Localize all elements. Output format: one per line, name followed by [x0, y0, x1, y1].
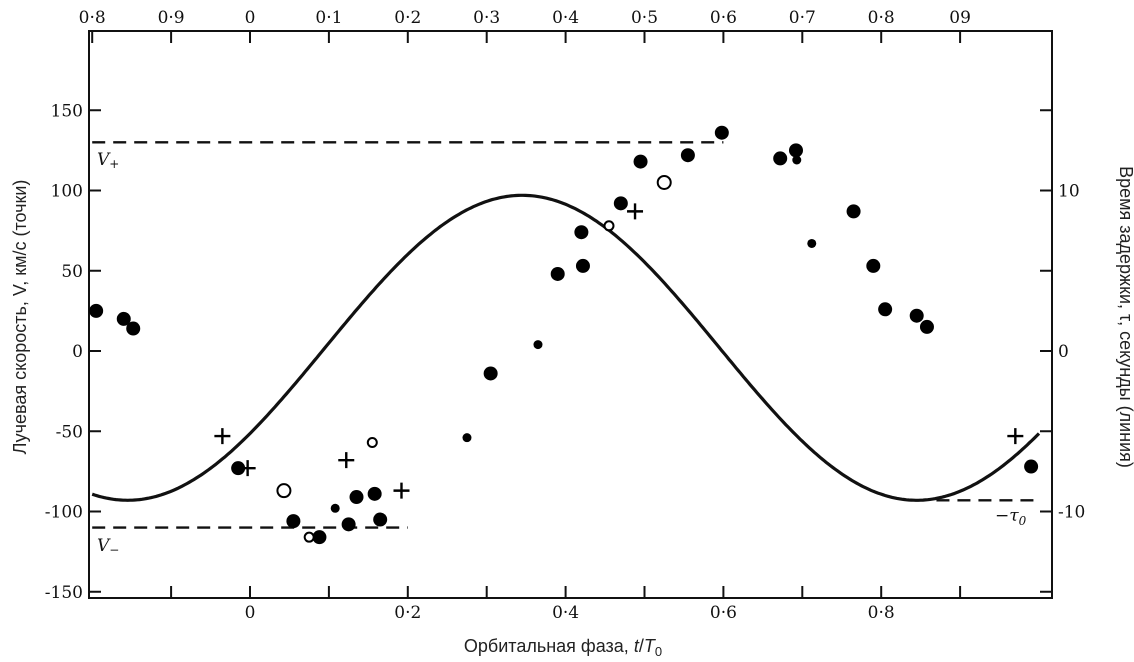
bottom-tick-label: 0·4: [552, 603, 579, 623]
v-minus-label: V−: [97, 536, 119, 557]
velocity-point-large: [613, 196, 628, 211]
velocity-point-large: [231, 461, 246, 476]
top-tick-label: 0·2: [394, 8, 421, 28]
left-tick-label: 0: [72, 342, 83, 362]
velocity-point-open: [303, 531, 315, 543]
velocity-point-small: [330, 503, 340, 513]
velocity-point-open: [276, 483, 292, 499]
velocity-point-large: [550, 266, 565, 281]
left-tick-label: -150: [45, 583, 83, 603]
velocity-point-large: [909, 308, 924, 323]
left-tick-label: -50: [56, 422, 83, 442]
top-tick-label: 09: [949, 8, 971, 28]
top-tick-label: 0·8: [79, 8, 106, 28]
velocity-point-plus: [239, 460, 256, 477]
velocity-point-open: [656, 174, 672, 190]
bottom-tick-label: 0·8: [868, 603, 895, 623]
delay-time-curve: [91, 193, 1041, 502]
v-plus-label: V+: [97, 150, 119, 171]
velocity-point-large: [373, 512, 388, 527]
bottom-tick-label: 0·2: [394, 603, 421, 623]
bottom-tick-label: 0·6: [710, 603, 737, 623]
velocity-point-open: [603, 220, 615, 232]
velocity-point-large: [483, 366, 498, 381]
velocity-point-large: [312, 530, 327, 545]
top-tick-label: 0·1: [315, 8, 342, 28]
velocity-point-small: [792, 155, 802, 165]
left-tick-label: 150: [51, 101, 83, 121]
right-tick-label: 0: [1058, 342, 1069, 362]
velocity-point-large: [116, 311, 131, 326]
bottom-tick-label: 0: [245, 603, 256, 623]
top-tick-label: 0·5: [631, 8, 658, 28]
velocity-point-small: [807, 238, 817, 248]
velocity-point-small: [462, 433, 472, 443]
velocity-point-large: [866, 258, 881, 273]
axis-ticks: 0 0·2 0·4 0·6 0·8 0·8 0·9 0 0·1 0·2 0·3 0·4 0·5 0·6 0·…: [45, 8, 1086, 623]
top-tick-label: 0·9: [158, 8, 185, 28]
velocity-point-large: [286, 514, 301, 529]
velocity-point-plus: [1007, 428, 1024, 445]
top-tick-label: 0·7: [789, 8, 816, 28]
y-axis-title: Лучевая скорость, V, км/с (точки): [10, 180, 30, 455]
velocity-point-plus: [627, 203, 644, 220]
velocity-point-plus: [393, 482, 410, 499]
top-tick-label: 0·4: [552, 8, 579, 28]
x-axis-title: Орбитальная фаза, t/T0: [464, 636, 662, 659]
top-tick-label: 0·3: [473, 8, 500, 28]
tau0-label: −τ0: [995, 506, 1027, 528]
top-tick-label: 0·6: [710, 8, 737, 28]
velocity-point-large: [341, 517, 356, 532]
top-tick-label: 0: [245, 8, 256, 28]
velocity-point-large: [788, 143, 803, 158]
velocity-point-large: [367, 486, 382, 501]
left-tick-label: 50: [61, 262, 83, 282]
velocity-point-large: [574, 225, 589, 240]
velocity-point-large: [714, 125, 729, 140]
velocity-point-open: [366, 436, 378, 448]
right-tick-label: -10: [1058, 503, 1085, 523]
plot-frame: [88, 30, 1053, 599]
velocity-point-large: [680, 148, 695, 163]
left-tick-label: -100: [45, 503, 83, 523]
velocity-point-large: [773, 151, 788, 166]
velocity-point-small: [533, 340, 543, 350]
velocity-point-large: [126, 321, 141, 336]
right-tick-label: 10: [1058, 182, 1080, 202]
velocity-point-large: [349, 490, 364, 505]
velocity-point-large: [919, 319, 934, 334]
velocity-points: [89, 125, 1039, 545]
velocity-point-large: [575, 258, 590, 273]
reference-lines: [92, 141, 1039, 529]
velocity-point-plus: [338, 452, 355, 469]
velocity-point-large: [89, 303, 104, 318]
velocity-point-large: [633, 154, 648, 169]
y2-axis-title: Время задержки, τ, секунды (линия): [1116, 166, 1134, 468]
velocity-point-large: [1024, 459, 1039, 474]
left-tick-label: 100: [51, 182, 83, 202]
velocity-point-large: [846, 204, 861, 219]
top-tick-label: 0·8: [868, 8, 895, 28]
velocity-point-plus: [214, 428, 231, 445]
velocity-point-large: [878, 302, 893, 317]
